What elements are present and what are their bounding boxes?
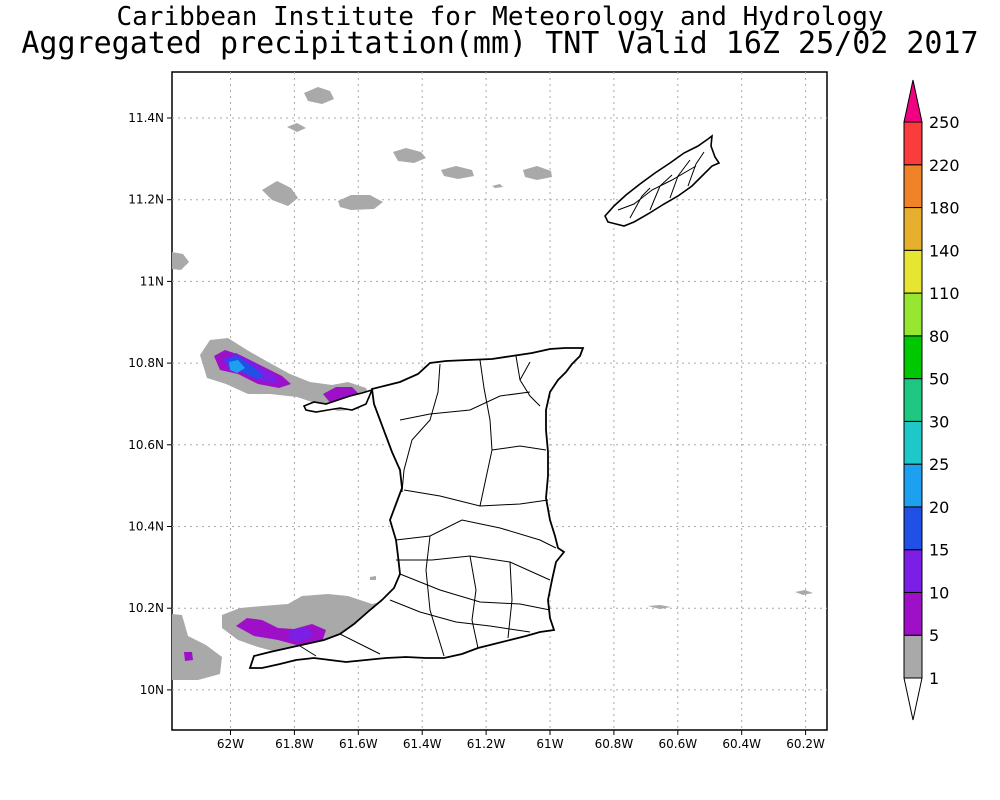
colorbar-label: 10 [929, 583, 949, 602]
colorbar-swatch [903, 549, 923, 593]
colorbar-swatch [903, 249, 923, 294]
colorbar-label: 110 [929, 284, 960, 303]
colorbar-swatch [903, 420, 923, 465]
trinidad-outline [248, 347, 585, 669]
colorbar-label: 30 [929, 412, 949, 431]
longitude-axis: 62W 61.8W 61.6W 61.4W 61.2W 61W 60.8W 60.6W 60.4… [217, 730, 825, 751]
precip-blob [184, 652, 193, 661]
colorbar-label: 250 [929, 113, 960, 132]
lon-tick-label: 60.8W [595, 737, 634, 751]
trinidad-region-lines [299, 355, 557, 657]
map-title: Caribbean Institute for Meteorology and … [116, 2, 884, 32]
colorbar-label: 180 [929, 199, 960, 218]
trinidad-nw-islands [302, 388, 374, 413]
precip-blob [441, 166, 474, 179]
colorbar-swatch [903, 506, 923, 551]
lon-tick-label: 61.2W [467, 737, 506, 751]
lat-tick-label: 11.4N [128, 111, 164, 125]
colorbar-label: 140 [929, 241, 960, 260]
colorbar-label: 80 [929, 327, 949, 346]
lat-tick-label: 10.2N [128, 601, 164, 615]
lon-tick-label: 61.4W [403, 737, 442, 751]
precip-blob [288, 627, 314, 642]
lat-tick-label: 10N [140, 683, 164, 697]
colorbar-label: 1 [929, 669, 939, 688]
lon-tick-label: 62W [217, 737, 244, 751]
lat-tick-label: 10.4N [128, 520, 164, 534]
precip-blob [370, 576, 376, 580]
colorbar-label: 15 [929, 541, 949, 560]
lat-tick-label: 10.6N [128, 438, 164, 452]
precip-blob [393, 148, 426, 163]
latitude-axis: 11.4N 11.2N 11N 10.8N 10.6N 10.4N 10.2N 10N [128, 111, 172, 697]
lon-tick-label: 60.6W [659, 737, 698, 751]
lat-tick-label: 10.8N [128, 356, 164, 370]
precip-blob [492, 184, 503, 188]
colorbar-swatch [903, 164, 923, 209]
colorbar-label: 5 [929, 626, 939, 645]
precip-blob [172, 614, 222, 680]
precip-blob [795, 590, 813, 595]
colorbar-label: 220 [929, 156, 960, 175]
colorbar-label: 50 [929, 370, 949, 389]
precip-blob [287, 123, 306, 132]
lon-tick-label: 61W [536, 737, 563, 751]
colorbar-swatch [903, 634, 923, 679]
lat-tick-label: 11.2N [128, 193, 164, 207]
colorbar-swatch [903, 292, 923, 337]
lon-tick-label: 61.6W [339, 737, 378, 751]
lat-tick-label: 11N [140, 274, 164, 288]
lon-tick-label: 60.2W [786, 737, 825, 751]
colorbar-swatch [903, 79, 923, 123]
tobago-parish-lines [617, 151, 705, 219]
colorbar-swatch [903, 677, 923, 721]
colorbar-swatch [903, 591, 923, 636]
precip-blob [172, 252, 189, 270]
colorbar-swatch [903, 335, 923, 380]
precip-blob [229, 360, 245, 373]
colorbar-swatch [903, 121, 923, 166]
precip-blob [338, 195, 383, 210]
precip-blob [262, 181, 298, 206]
precip-blob [523, 166, 552, 180]
colorbar-label: 25 [929, 455, 949, 474]
colorbar-label: 20 [929, 498, 949, 517]
map-subtitle: Aggregated precipitation(mm) TNT Valid 1… [21, 26, 979, 61]
colorbar-swatch [903, 378, 923, 422]
lon-tick-label: 61.8W [275, 737, 314, 751]
precip-blob [304, 87, 334, 104]
colorbar-swatch [903, 207, 923, 251]
tobago-outline [604, 134, 721, 227]
precip-blob [648, 605, 671, 609]
lon-tick-label: 60.4W [722, 737, 761, 751]
precip-blue-areas [226, 356, 264, 379]
colorbar-swatch [903, 463, 923, 508]
